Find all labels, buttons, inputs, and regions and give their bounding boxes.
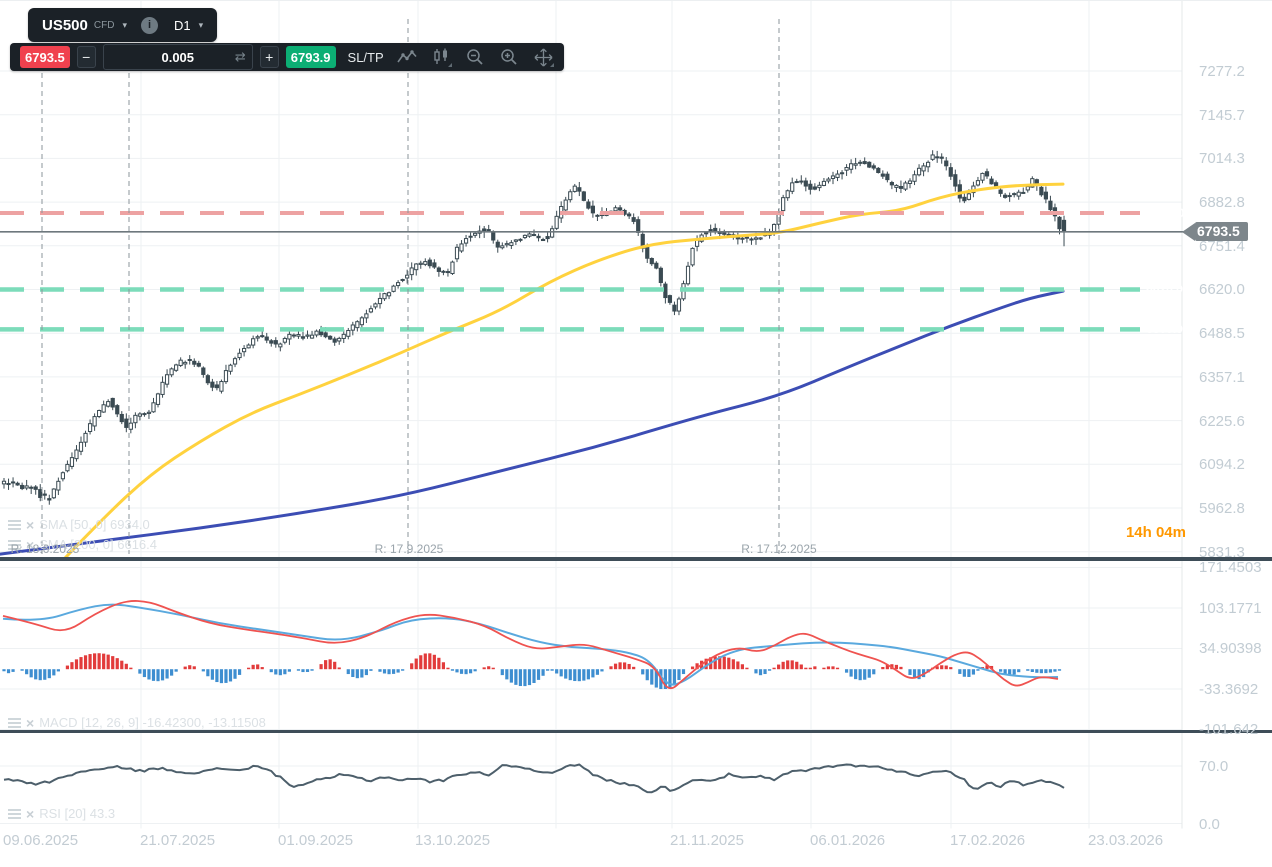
line-chart-type-icon[interactable] bbox=[397, 47, 418, 67]
sma50-legend-label: SMA [50, 0] 6934.0 bbox=[39, 517, 150, 532]
rsi-remove-icon[interactable]: × bbox=[26, 805, 35, 822]
macd-histogram bbox=[2, 652, 1062, 689]
sma50-remove-icon[interactable]: × bbox=[26, 516, 35, 533]
rollover-marker-label: R: 18.6.2025 bbox=[10, 542, 80, 556]
timeframe-selector[interactable]: D1 bbox=[173, 17, 191, 33]
macd-settings-icon[interactable] bbox=[8, 717, 21, 728]
price-axis-label: 5831.3 bbox=[1199, 543, 1245, 561]
date-axis-label: 01.09.2025 bbox=[278, 832, 354, 849]
instrument-type-label: CFD bbox=[93, 19, 115, 31]
sltp-button[interactable]: SL/TP bbox=[347, 49, 384, 65]
main-chart-canvas[interactable] bbox=[0, 1, 1272, 557]
support-level-badge: 6500.0 bbox=[1146, 322, 1183, 336]
price-axis-label: 7145.7 bbox=[1199, 106, 1245, 124]
sma200-settings-icon[interactable] bbox=[8, 539, 21, 550]
price-axis-label: 6751.4 bbox=[1199, 237, 1245, 255]
date-axis-label: 06.01.2026 bbox=[810, 832, 886, 849]
rsi-axis-label: 0.0 bbox=[1199, 815, 1220, 833]
quantity-input[interactable]: 0.005 ⇄ bbox=[102, 44, 253, 70]
date-axis-label: 21.11.2025 bbox=[670, 832, 744, 849]
date-axis-label: 09.06.2025 bbox=[3, 832, 79, 849]
price-axis-label: 7277.2 bbox=[1199, 63, 1245, 80]
macd-axis-label: 103.1771 bbox=[1199, 599, 1262, 617]
quantity-decrease-button[interactable]: − bbox=[76, 46, 96, 68]
macd-signal-line bbox=[2, 603, 1059, 686]
trade-ticket-bar: 6793.5 − 0.005 ⇄ + 6793.9 SL/TP bbox=[10, 43, 564, 71]
candlestick-chart-type-icon[interactable] bbox=[431, 47, 452, 67]
zoom-in-icon[interactable] bbox=[499, 47, 520, 67]
submenu-corner-icon bbox=[447, 63, 452, 67]
rsi-chart-canvas[interactable] bbox=[0, 733, 1272, 829]
price-axis-label: 6225.6 bbox=[1199, 412, 1245, 430]
zoom-out-icon[interactable] bbox=[465, 47, 486, 67]
price-axis-label: 6620.0 bbox=[1199, 281, 1245, 299]
sma50-settings-icon[interactable] bbox=[8, 519, 21, 530]
macd-main-line bbox=[2, 599, 1059, 689]
quantity-increase-button[interactable]: + bbox=[259, 46, 279, 68]
price-axis-label: 6357.1 bbox=[1199, 368, 1245, 386]
chevron-down-icon[interactable]: ▾ bbox=[198, 19, 204, 30]
price-axis-label: 6094.2 bbox=[1199, 456, 1245, 474]
macd-legend-label: MACD [12, 26, 9] -16.42300, -13.11508 bbox=[39, 715, 266, 730]
submenu-corner-icon bbox=[549, 63, 554, 67]
instrument-selector[interactable]: US500 CFD ▾ i D1 ▾ bbox=[28, 8, 218, 42]
rollover-marker-label: R: 17.9.2025 bbox=[374, 542, 444, 556]
date-axis-label: 13.10.2025 bbox=[415, 832, 491, 849]
macd-axis-label: 171.4503 bbox=[1199, 559, 1262, 576]
rsi-line bbox=[3, 763, 1065, 794]
rsi-axis-label: 70.0 bbox=[1199, 758, 1229, 775]
pan-move-icon[interactable] bbox=[533, 47, 554, 67]
price-axis-label: 5962.8 bbox=[1199, 499, 1245, 517]
macd-axis-label: 34.90398 bbox=[1199, 640, 1262, 657]
instrument-symbol: US500 bbox=[42, 16, 88, 34]
candle-countdown-timer: 14h 04m bbox=[1125, 524, 1186, 541]
panel-divider[interactable] bbox=[0, 730, 1272, 733]
current-price-value: 6793.5 bbox=[1195, 222, 1248, 241]
rollover-marker-label: R: 17.12.2025 bbox=[741, 542, 817, 556]
rsi-legend-label: RSI [20] 43.3 bbox=[39, 806, 116, 821]
panel-divider[interactable] bbox=[0, 557, 1272, 561]
current-price-badge: 6793.5 bbox=[1182, 222, 1248, 241]
sell-button[interactable]: 6793.5 bbox=[20, 46, 70, 68]
quantity-value: 0.005 bbox=[161, 49, 195, 65]
sma200-remove-icon[interactable]: × bbox=[26, 536, 35, 553]
rsi-settings-icon[interactable] bbox=[8, 808, 21, 819]
date-axis-label: 23.03.2026 bbox=[1088, 832, 1164, 849]
support-level-badge: 6620.0 bbox=[1146, 282, 1183, 296]
date-axis-label: 17.02.2026 bbox=[950, 832, 1026, 849]
sma200-legend-label: SMA [200, 0] 6616.4 bbox=[39, 537, 157, 552]
macd-axis-label: -101.642 bbox=[1199, 721, 1259, 738]
buy-button[interactable]: 6793.9 bbox=[285, 46, 336, 68]
macd-chart-canvas[interactable] bbox=[0, 560, 1272, 731]
macd-axis-label: -33.3692 bbox=[1199, 680, 1259, 698]
price-axis-label: 7014.3 bbox=[1199, 150, 1245, 168]
info-icon[interactable]: i bbox=[140, 16, 158, 34]
date-axis-label: 21.07.2025 bbox=[140, 832, 216, 849]
price-axis-label: 6488.5 bbox=[1199, 325, 1245, 343]
resistance-level-badge: 6850.0 bbox=[1147, 206, 1185, 220]
sma50-line bbox=[63, 182, 1065, 557]
macd-remove-icon[interactable]: × bbox=[26, 714, 35, 731]
swap-units-icon[interactable]: ⇄ bbox=[234, 49, 246, 64]
current-price-arrow bbox=[1182, 222, 1195, 241]
chevron-down-icon[interactable]: ▾ bbox=[122, 19, 127, 30]
price-axis-label: 6882.8 bbox=[1199, 194, 1245, 212]
sma200-line bbox=[0, 289, 1065, 556]
